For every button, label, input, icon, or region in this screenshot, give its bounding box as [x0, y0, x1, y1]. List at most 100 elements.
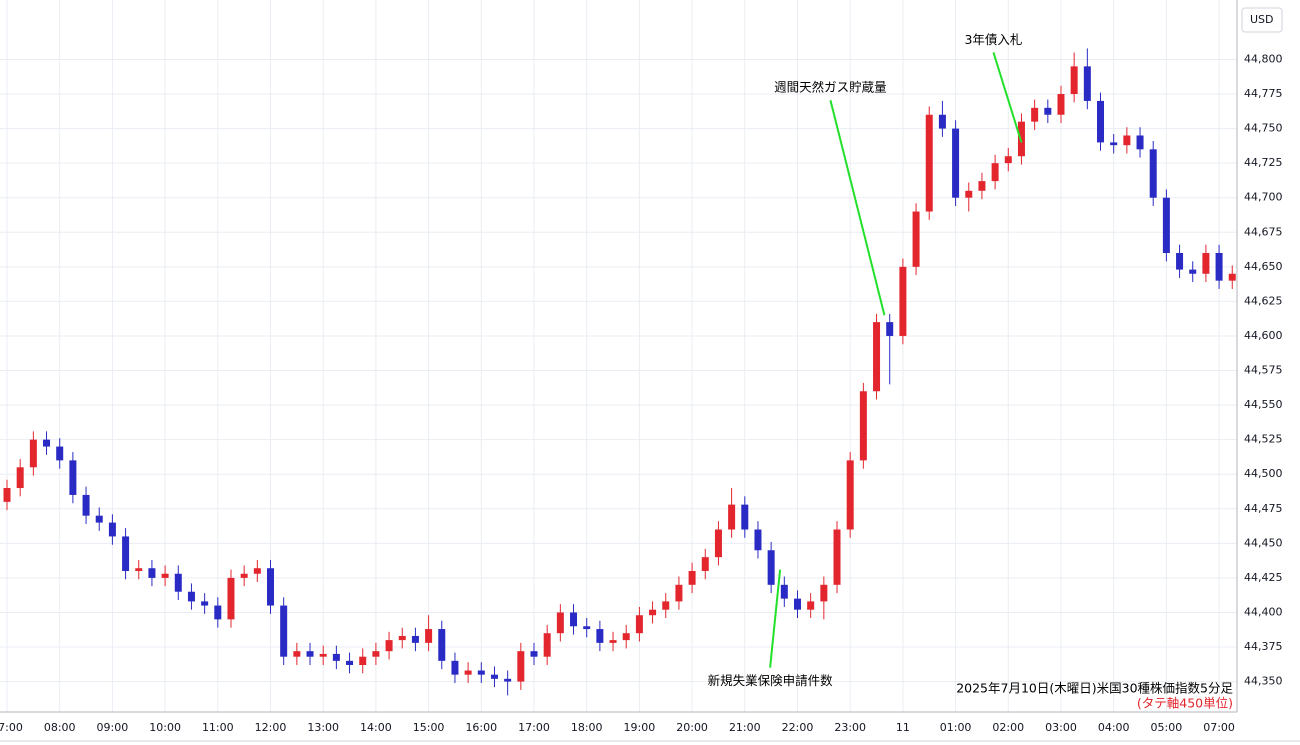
x-tick-label: 22:00: [782, 721, 814, 734]
candle-body: [1004, 156, 1012, 164]
candle-body: [991, 163, 999, 182]
x-tick-label: 11:00: [202, 721, 234, 734]
candle-body: [1017, 121, 1025, 157]
candle-body: [227, 577, 235, 620]
candle-body: [319, 653, 327, 657]
candle-body: [741, 504, 749, 530]
candle-body: [1044, 107, 1052, 115]
candle-body: [3, 488, 11, 502]
candle-body: [820, 584, 828, 602]
y-tick-label: 44,650: [1244, 260, 1283, 273]
candle-body: [846, 460, 854, 530]
candle-body: [95, 515, 103, 523]
candle-body: [1110, 142, 1118, 146]
candle-body: [925, 114, 933, 212]
candle-body: [1149, 149, 1157, 198]
candle-body: [912, 211, 920, 267]
candle-body: [1057, 94, 1065, 115]
candle-body: [293, 651, 301, 657]
candle-body: [1189, 269, 1197, 274]
x-tick-label: 04:00: [1098, 721, 1130, 734]
x-tick-label: 18:00: [571, 721, 603, 734]
x-tick-label: 14:00: [360, 721, 392, 734]
candle-body: [688, 570, 696, 585]
candle-body: [346, 660, 354, 665]
candle-body: [873, 322, 881, 392]
y-axis-unit: USD: [1250, 13, 1274, 26]
candle-body: [332, 653, 340, 661]
x-tick-label: 23:00: [834, 721, 866, 734]
candle-body: [43, 439, 51, 447]
x-tick-label: 21:00: [729, 721, 761, 734]
annotation-line: [769, 569, 782, 668]
candle-body: [807, 601, 815, 610]
candle-body: [306, 651, 314, 657]
x-tick-label: 19:00: [624, 721, 656, 734]
candle-body: [148, 568, 156, 578]
y-tick-label: 44,425: [1244, 571, 1283, 584]
candle-body: [174, 573, 182, 592]
candle-body: [214, 605, 222, 620]
y-tick-label: 44,575: [1244, 364, 1283, 377]
x-tick-label: 13:00: [307, 721, 339, 734]
candle-body: [69, 460, 77, 495]
y-tick-label: 44,775: [1244, 87, 1283, 100]
x-tick-label: 09:00: [97, 721, 129, 734]
candle-body: [122, 536, 130, 571]
candle-body: [530, 651, 538, 657]
candle-body: [1097, 100, 1105, 143]
candle-body: [780, 584, 788, 599]
x-tick-label: 10:00: [149, 721, 181, 734]
candle-body: [56, 446, 64, 461]
candle-body: [543, 633, 551, 657]
x-tick-label: 02:00: [992, 721, 1024, 734]
annotation-line: [992, 52, 1023, 143]
candle-body: [952, 128, 960, 198]
candle-body: [504, 678, 512, 682]
candle-body: [385, 640, 393, 652]
x-tick-label: 15:00: [413, 721, 445, 734]
candle-body: [280, 605, 288, 657]
candle-body: [253, 568, 261, 574]
grid: [0, 0, 1237, 712]
candle-body: [425, 629, 433, 643]
candle-body: [1176, 253, 1184, 270]
x-tick-label: 03:00: [1045, 721, 1077, 734]
candle-body: [938, 114, 946, 129]
candle-body: [240, 573, 248, 578]
y-tick-label: 44,375: [1244, 640, 1283, 653]
candle-body: [201, 601, 209, 606]
candle-body: [728, 504, 736, 530]
annotation-text: 新規失業保険申請件数: [708, 673, 834, 688]
candle-body: [793, 598, 801, 610]
annotation-line: [829, 99, 886, 316]
x-tick-label: 07:00: [1203, 721, 1235, 734]
candle-body: [464, 670, 472, 675]
candle-body: [965, 190, 973, 198]
y-tick-label: 44,700: [1244, 191, 1283, 204]
y-tick-label: 44,500: [1244, 467, 1283, 480]
y-tick-label: 44,600: [1244, 329, 1283, 342]
unit-box: [1241, 7, 1283, 33]
candle-body: [899, 266, 907, 336]
candle-body: [622, 633, 630, 641]
caption-note: (タテ軸450単位): [1137, 696, 1233, 711]
candle-body: [411, 635, 419, 643]
candle-body: [1070, 66, 1078, 95]
candle-body: [517, 651, 525, 682]
y-tick-label: 44,400: [1244, 605, 1283, 618]
candle-body: [108, 522, 116, 537]
candle-body: [161, 573, 169, 578]
candle-body: [570, 612, 578, 627]
candle-body: [1162, 197, 1170, 254]
candle-body: [1228, 273, 1236, 281]
candle-body: [556, 612, 564, 634]
candle-body: [16, 467, 24, 489]
y-tick-label: 44,750: [1244, 122, 1283, 135]
candle-body: [662, 601, 670, 610]
candle-body: [267, 568, 275, 606]
annotation-text: 週間天然ガス貯蔵量: [774, 80, 887, 95]
candle-body: [754, 529, 762, 551]
y-tick-label: 44,475: [1244, 502, 1283, 515]
